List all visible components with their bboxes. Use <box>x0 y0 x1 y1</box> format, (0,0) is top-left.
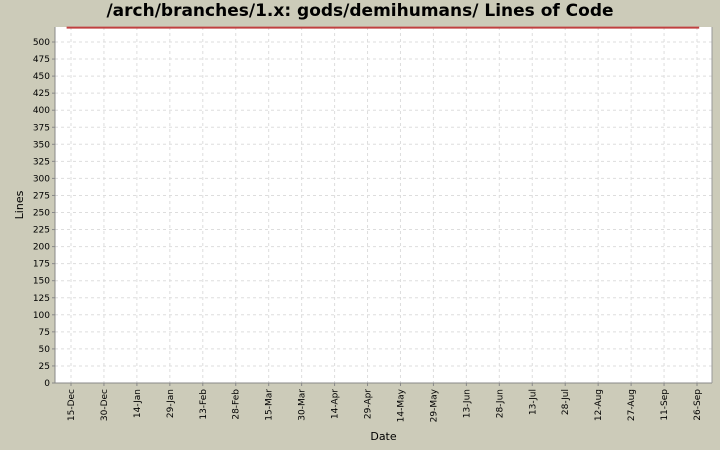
x-tick-label: 28-Jul <box>561 389 571 415</box>
y-tick-label: 75 <box>39 328 50 338</box>
y-tick-label: 400 <box>33 106 50 116</box>
y-tick-label: 175 <box>33 260 50 270</box>
x-tick-label: 28-Jun <box>495 389 505 418</box>
y-tick-label: 50 <box>39 345 51 355</box>
x-tick-label: 13-Jul <box>528 389 538 415</box>
y-tick-label: 325 <box>33 157 50 167</box>
x-tick-label: 14-Jan <box>133 389 143 418</box>
y-tick-label: 375 <box>33 123 50 133</box>
x-tick-label: 29-Apr <box>364 389 374 419</box>
x-tick-label: 29-May <box>429 388 439 422</box>
y-tick-label: 25 <box>39 362 50 372</box>
y-tick-label: 300 <box>33 174 50 184</box>
x-tick-label: 27-Aug <box>627 389 637 421</box>
x-tick-label: 15-Mar <box>265 389 275 421</box>
x-tick-label: 29-Jan <box>166 389 176 418</box>
x-tick-label: 12-Aug <box>594 389 604 421</box>
x-tick-label: 28-Feb <box>232 389 242 420</box>
y-tick-label: 450 <box>33 72 50 82</box>
y-tick-label: 225 <box>33 226 50 236</box>
x-tick-label: 15-Dec <box>67 389 77 421</box>
plot-area <box>55 27 712 383</box>
y-tick-label: 0 <box>44 379 50 389</box>
y-tick-label: 350 <box>33 140 50 150</box>
x-tick-label: 14-May <box>396 388 406 422</box>
y-tick-label: 100 <box>33 311 50 321</box>
y-tick-label: 200 <box>33 243 50 253</box>
y-tick-label: 150 <box>33 277 50 287</box>
y-tick-label: 500 <box>33 38 50 48</box>
y-tick-label: 125 <box>33 294 50 304</box>
x-axis-label: Date <box>370 430 397 443</box>
x-tick-label: 26-Sep <box>693 389 703 421</box>
y-tick-label: 475 <box>33 55 50 65</box>
x-tick-label: 30-Mar <box>298 389 308 421</box>
chart-title: /arch/branches/1.x: gods/demihumans/ Lin… <box>106 1 614 21</box>
x-tick-label: 11-Sep <box>660 389 670 421</box>
x-tick-label: 14-Apr <box>331 389 341 419</box>
x-tick-label: 13-Feb <box>199 389 209 420</box>
y-tick-label: 425 <box>33 89 50 99</box>
y-tick-label: 275 <box>33 191 50 201</box>
y-axis-label: Lines <box>13 190 26 219</box>
x-tick-label: 13-Jun <box>462 389 472 418</box>
x-tick-label: 30-Dec <box>100 389 110 421</box>
y-tick-label: 250 <box>33 209 50 219</box>
